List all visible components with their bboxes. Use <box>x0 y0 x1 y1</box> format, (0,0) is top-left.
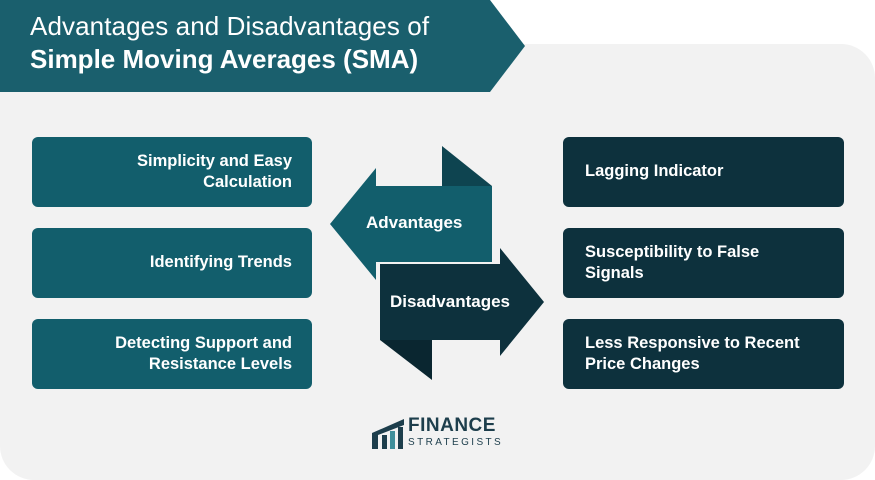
disadvantage-card-label: Lagging Indicator <box>585 162 724 181</box>
disadvantage-card-lagging: Lagging Indicator <box>563 137 844 207</box>
title-line-1: Advantages and Disadvantages of <box>30 11 430 41</box>
advantage-card-support-resistance: Detecting Support and Resistance Levels <box>32 319 312 389</box>
logo-mark-icon <box>372 419 404 449</box>
advantages-label: Advantages <box>366 213 463 232</box>
advantage-card-label: Detecting Support and Resistance Levels <box>115 333 292 373</box>
arrows-graphic <box>330 146 544 380</box>
disadvantages-label: Disadvantages <box>390 292 510 311</box>
disadvantage-card-label: Susceptibility to False Signals <box>585 242 760 282</box>
title-banner-shape <box>0 0 525 92</box>
disadvantages-arrow-fold <box>380 340 432 380</box>
logo-word-strategists: STRATEGISTS <box>408 437 504 448</box>
advantages-arrow <box>330 168 492 280</box>
advantage-card-label: Simplicity and Easy Calculation <box>137 151 292 191</box>
title-banner: Advantages and Disadvantages of Simple M… <box>0 0 525 92</box>
disadvantage-card-false-signals: Susceptibility to False Signals <box>563 228 844 298</box>
advantage-card-simplicity: Simplicity and Easy Calculation <box>32 137 312 207</box>
title-line-2: Simple Moving Averages (SMA) <box>30 43 419 74</box>
disadvantage-card-less-responsive: Less Responsive to Recent Price Changes <box>563 319 844 389</box>
advantages-arrow-fold <box>442 146 492 186</box>
exchange-arrows: Advantages Disadvantages <box>320 140 560 385</box>
page-title: Advantages and Disadvantages of Simple M… <box>30 10 429 75</box>
finance-strategists-logo: FINANCE STRATEGISTS <box>370 413 510 453</box>
disadvantages-arrow <box>380 248 544 356</box>
advantage-card-label: Identifying Trends <box>149 253 292 272</box>
logo-word-finance: FINANCE <box>408 415 496 436</box>
advantage-card-trends: Identifying Trends <box>32 228 312 298</box>
disadvantage-card-label: Less Responsive to Recent Price Changes <box>585 333 800 373</box>
